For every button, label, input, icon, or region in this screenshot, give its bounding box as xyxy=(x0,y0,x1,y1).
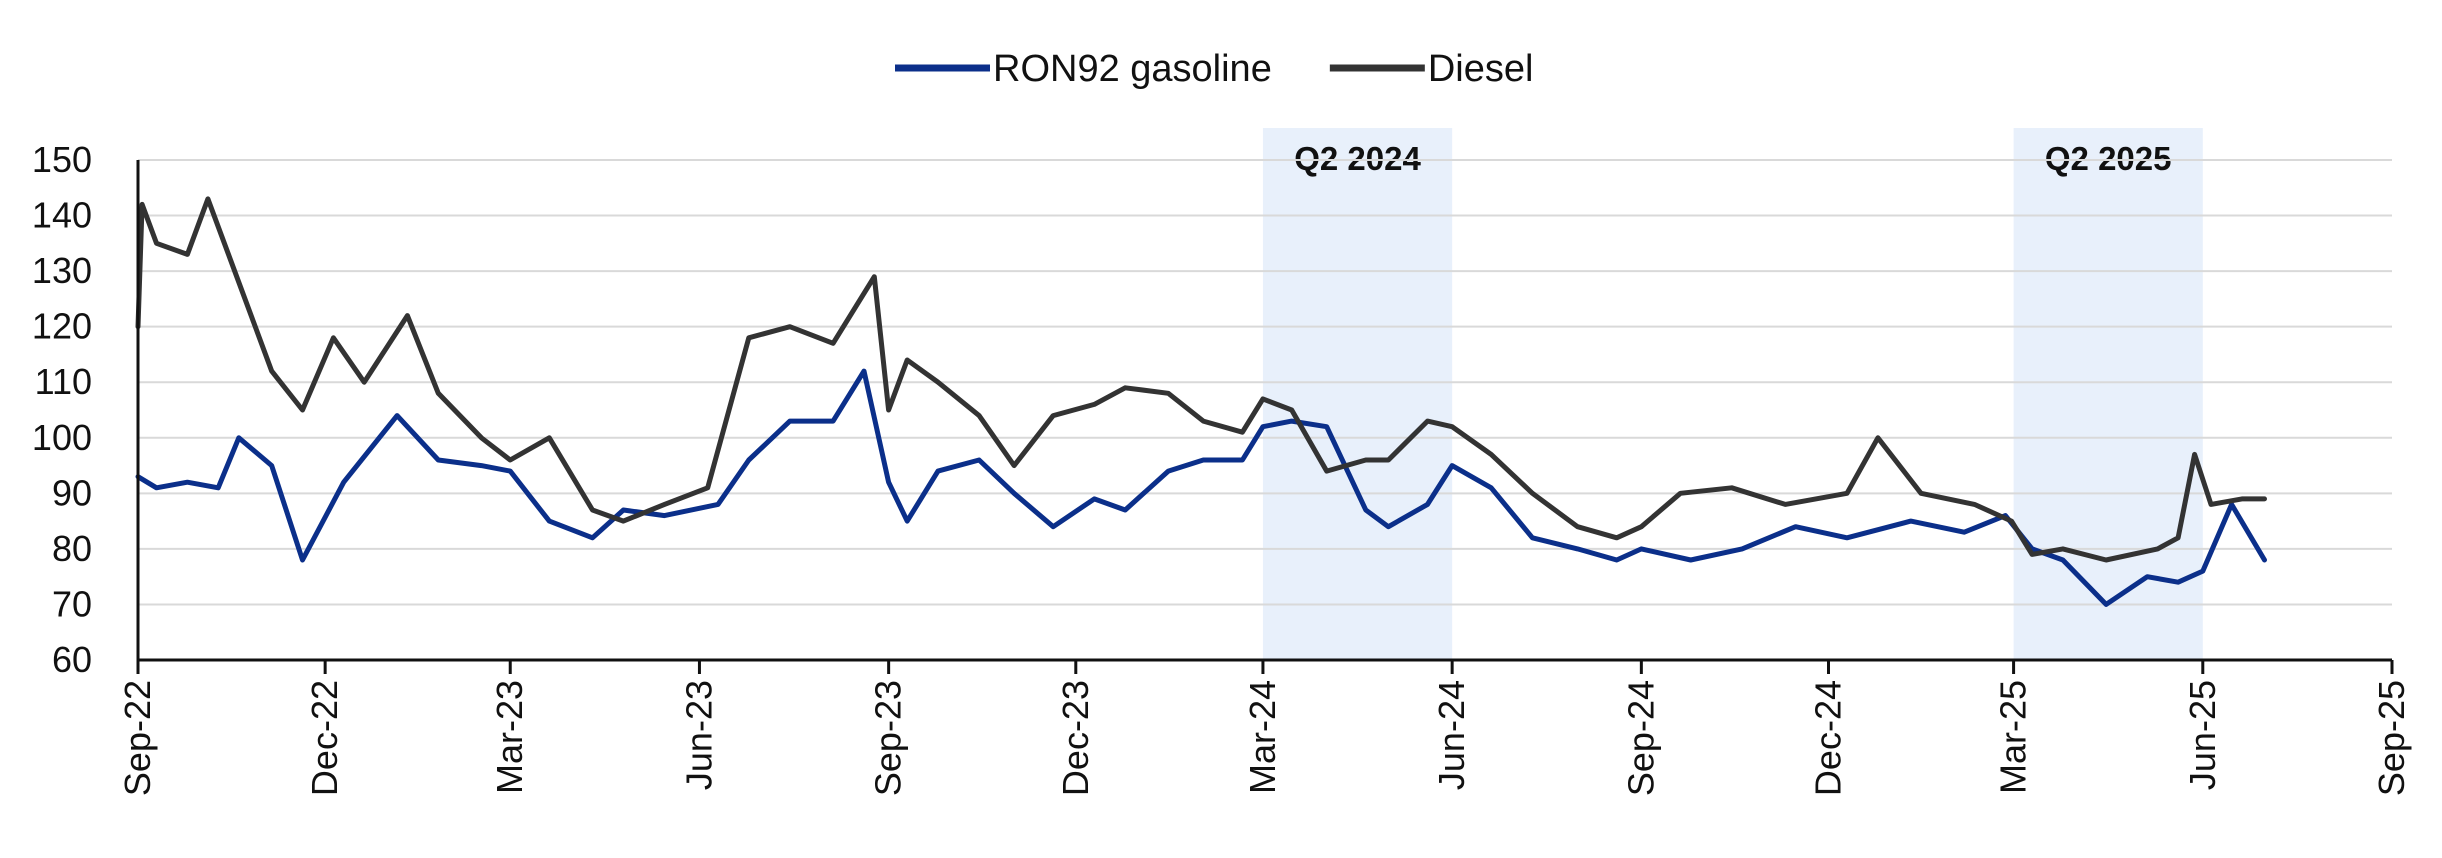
x-tick-label: Jun-25 xyxy=(2182,680,2223,790)
y-tick-label: 90 xyxy=(52,472,92,513)
y-tick-label: 110 xyxy=(35,361,92,402)
shaded-region-q2-2025 xyxy=(2013,128,2203,660)
legend-label-ron92-gasoline: RON92 gasoline xyxy=(993,48,1272,90)
x-tick-label: Mar-23 xyxy=(489,680,530,794)
series-lines xyxy=(135,196,2267,607)
series-line-ron92-gasoline xyxy=(135,368,2267,607)
y-tick-label: 120 xyxy=(32,306,92,347)
shaded-region-q2-2024 xyxy=(1262,128,1453,660)
y-tick-label: 140 xyxy=(32,195,92,236)
shaded-regions: Q2 2024 Q2 2025 xyxy=(1262,128,2203,660)
gridlines xyxy=(138,159,2392,606)
x-tick-label: Dec-22 xyxy=(304,680,345,796)
series-line-diesel xyxy=(135,196,2267,563)
y-tick-label: 80 xyxy=(52,528,92,569)
x-axis-ticks: Sep-22 Dec-22 Mar-23 Jun-23 Sep-23 Dec-23 Mar-… xyxy=(117,660,2412,796)
y-axis-ticks: 60 70 80 90 100 110 120 130 140 150 xyxy=(32,139,92,680)
y-tick-label: 150 xyxy=(32,139,92,180)
shaded-region-label: Q2 2024 xyxy=(1294,140,1421,177)
y-tick-label: 60 xyxy=(52,639,92,680)
axes xyxy=(136,160,2392,662)
x-tick-label: Sep-22 xyxy=(117,680,158,796)
legend: RON92 gasoline Diesel xyxy=(895,48,1533,90)
y-tick-label: 130 xyxy=(32,250,92,291)
y-tick-label: 70 xyxy=(52,583,92,624)
x-tick-label: Sep-23 xyxy=(868,680,909,796)
legend-label-diesel: Diesel xyxy=(1428,48,1534,90)
x-tick-label: Mar-24 xyxy=(1242,680,1283,794)
x-tick-label: Sep-24 xyxy=(1620,680,1661,796)
x-tick-label: Sep-25 xyxy=(2371,680,2412,796)
x-tick-label: Jun-24 xyxy=(1431,680,1472,790)
x-tick-label: Dec-23 xyxy=(1055,680,1096,796)
x-tick-label: Dec-24 xyxy=(1808,680,1849,796)
x-tick-label: Mar-25 xyxy=(1993,680,2034,794)
x-tick-label: Jun-23 xyxy=(678,680,719,790)
y-tick-label: 100 xyxy=(32,417,92,458)
shaded-region-label: Q2 2025 xyxy=(2045,140,2172,177)
